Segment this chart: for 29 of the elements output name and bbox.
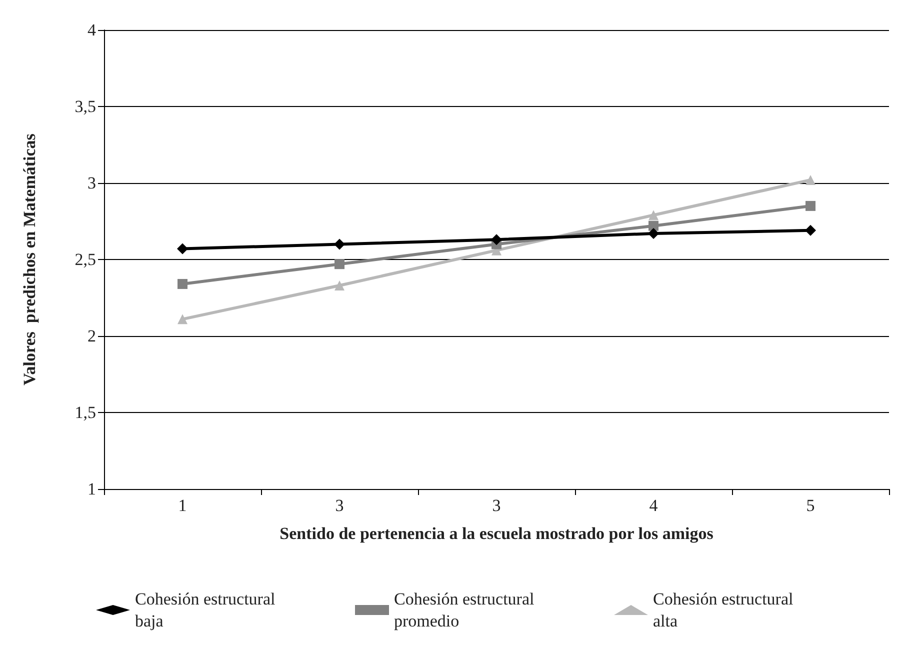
y-tick-label: 1 [88,480,96,498]
point [177,243,188,254]
point [806,200,816,211]
x-tick-label: 3 [492,496,501,515]
point [648,228,659,239]
legend-label: Cohesión estructural promedio [394,590,538,630]
y-axis-title: Valores predichos en Matemáticas [20,133,39,386]
point [178,314,188,324]
legend-label: Cohesión estructural alta [653,590,798,630]
y-tick-label: 3,5 [74,97,96,116]
point [491,234,502,246]
y-tick-label: 1,5 [74,403,96,422]
x-tick-label: 1 [178,496,187,515]
x-tick-label: 4 [649,496,658,515]
point [334,280,344,291]
x-tick-label: 5 [806,496,815,515]
point [334,238,345,250]
point [806,174,816,185]
point [648,210,658,220]
y-tick-label: 2,5 [74,250,96,269]
point [334,259,344,270]
y-tick-label: 2 [88,326,96,346]
legend-label: Cohesión estructural baja [135,590,280,630]
point [805,224,816,236]
point [178,278,188,289]
y-tick-label: 4 [88,20,96,40]
x-axis-title: Sentido de pertenencia a la escuela mostrado por los amigos [280,524,714,543]
y-tick-label: 3 [88,174,96,192]
x-tick-label: 3 [335,496,344,515]
